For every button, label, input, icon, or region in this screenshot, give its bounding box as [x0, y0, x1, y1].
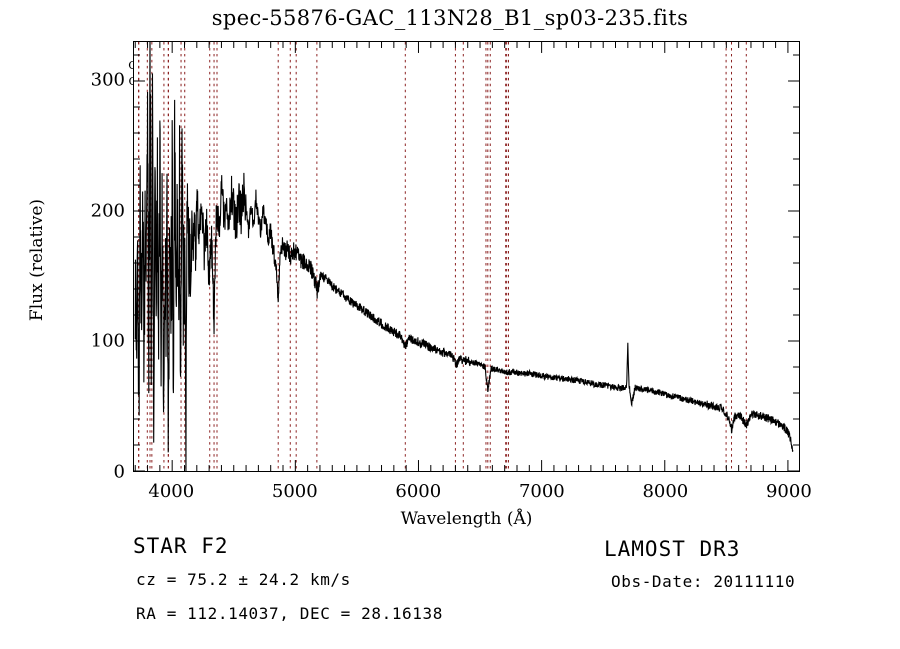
x-tick-label: 6000: [395, 481, 442, 502]
spectrum-canvas: [134, 42, 799, 471]
x-tick-label: 7000: [518, 481, 565, 502]
plot-frame: [133, 41, 800, 472]
spectrum-trace: [134, 42, 794, 471]
line-marker-rules: [138, 42, 747, 471]
survey-name: LAMOST DR3: [604, 537, 741, 561]
x-tick-label: 5000: [271, 481, 318, 502]
object-class-and-type: STAR F2: [133, 534, 229, 558]
x-tick-label: 4000: [148, 481, 195, 502]
x-tick-label: 9000: [765, 481, 812, 502]
y-tick-label: 100: [90, 330, 125, 352]
redshift-velocity: cz = 75.2 ± 24.2 km/s: [136, 570, 351, 589]
axis-ticks: [134, 42, 799, 471]
y-axis-title: Flux (relative): [27, 198, 47, 322]
y-tick-label: 300: [90, 69, 125, 91]
y-tick-label: 200: [90, 200, 125, 222]
page-title: spec-55876-GAC_113N28_B1_sp03-235.fits: [211, 6, 689, 30]
coordinates: RA = 112.14037, DEC = 28.16138: [136, 604, 443, 623]
observation-date: Obs-Date: 20111110: [611, 572, 796, 591]
x-tick-label: 8000: [642, 481, 689, 502]
x-axis-title: Wavelength (Å): [400, 509, 533, 529]
y-tick-label: 0: [113, 461, 125, 483]
